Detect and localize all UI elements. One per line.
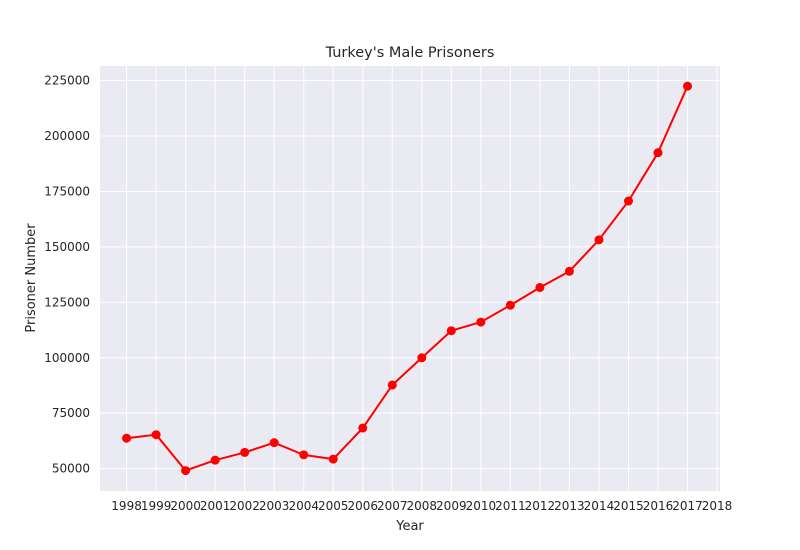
data-point xyxy=(594,235,604,245)
data-point xyxy=(122,433,132,443)
x-tick-label: 2017 xyxy=(672,499,703,513)
data-point xyxy=(505,300,515,310)
x-tick-label: 2011 xyxy=(495,499,526,513)
x-tick-label: 2008 xyxy=(407,499,438,513)
y-axis-label: Prisoner Number xyxy=(24,223,39,333)
x-tick-label: 2000 xyxy=(170,499,201,513)
x-gridlines xyxy=(126,66,718,491)
x-tick-label: 2006 xyxy=(347,499,378,513)
x-tick-label: 2004 xyxy=(288,499,319,513)
data-point xyxy=(417,353,427,363)
x-tick-label: 2009 xyxy=(436,499,467,513)
y-tick-label: 75000 xyxy=(52,406,90,420)
data-point xyxy=(446,326,456,336)
data-point xyxy=(535,282,545,292)
x-tick-label: 2013 xyxy=(554,499,585,513)
y-tick-label: 200000 xyxy=(44,129,90,143)
data-point xyxy=(358,423,368,433)
data-point xyxy=(476,317,486,327)
x-tick-label: 2014 xyxy=(584,499,615,513)
data-point xyxy=(181,466,191,476)
x-tick-label: 2015 xyxy=(613,499,644,513)
series-lines xyxy=(126,85,689,472)
x-tick-label: 1999 xyxy=(141,499,172,513)
data-point xyxy=(564,266,574,276)
y-tick-labels: 50000 75000 100000 125000 150000 175000 200000… xyxy=(44,74,90,476)
data-point xyxy=(151,430,161,440)
x-tick-label: 2012 xyxy=(525,499,556,513)
y-tick-label: 150000 xyxy=(44,240,90,254)
x-tick-label: 2005 xyxy=(318,499,349,513)
series-line xyxy=(126,85,689,472)
y-tick-label: 125000 xyxy=(44,295,90,309)
y-tick-label: 100000 xyxy=(44,351,90,365)
x-tick-label: 2002 xyxy=(229,499,260,513)
x-tick-label: 2001 xyxy=(200,499,231,513)
data-point xyxy=(623,196,633,206)
x-tick-label: 2003 xyxy=(259,499,290,513)
data-point xyxy=(240,447,250,457)
data-point xyxy=(328,454,338,464)
plot-area xyxy=(100,66,720,491)
data-point xyxy=(387,380,397,390)
x-tick-label: 2016 xyxy=(643,499,674,513)
y-tick-label: 175000 xyxy=(44,184,90,198)
x-tick-label: 2010 xyxy=(466,499,497,513)
x-tick-label: 1998 xyxy=(111,499,142,513)
x-tick-labels: 1998199920002001200220032004200520062007… xyxy=(111,499,732,513)
chart-title: Turkey's Male Prisoners xyxy=(325,45,495,61)
x-axis-label: Year xyxy=(395,519,424,534)
y-gridlines xyxy=(100,80,720,470)
data-point xyxy=(299,450,309,460)
x-tick-label: 2007 xyxy=(377,499,408,513)
y-tick-label: 225000 xyxy=(44,74,90,88)
data-point xyxy=(653,148,663,158)
data-point xyxy=(210,455,220,465)
data-point xyxy=(683,81,693,91)
y-tick-label: 50000 xyxy=(52,462,90,476)
data-point xyxy=(269,438,279,448)
series-points xyxy=(122,81,693,476)
x-tick-label: 2018 xyxy=(702,499,733,513)
